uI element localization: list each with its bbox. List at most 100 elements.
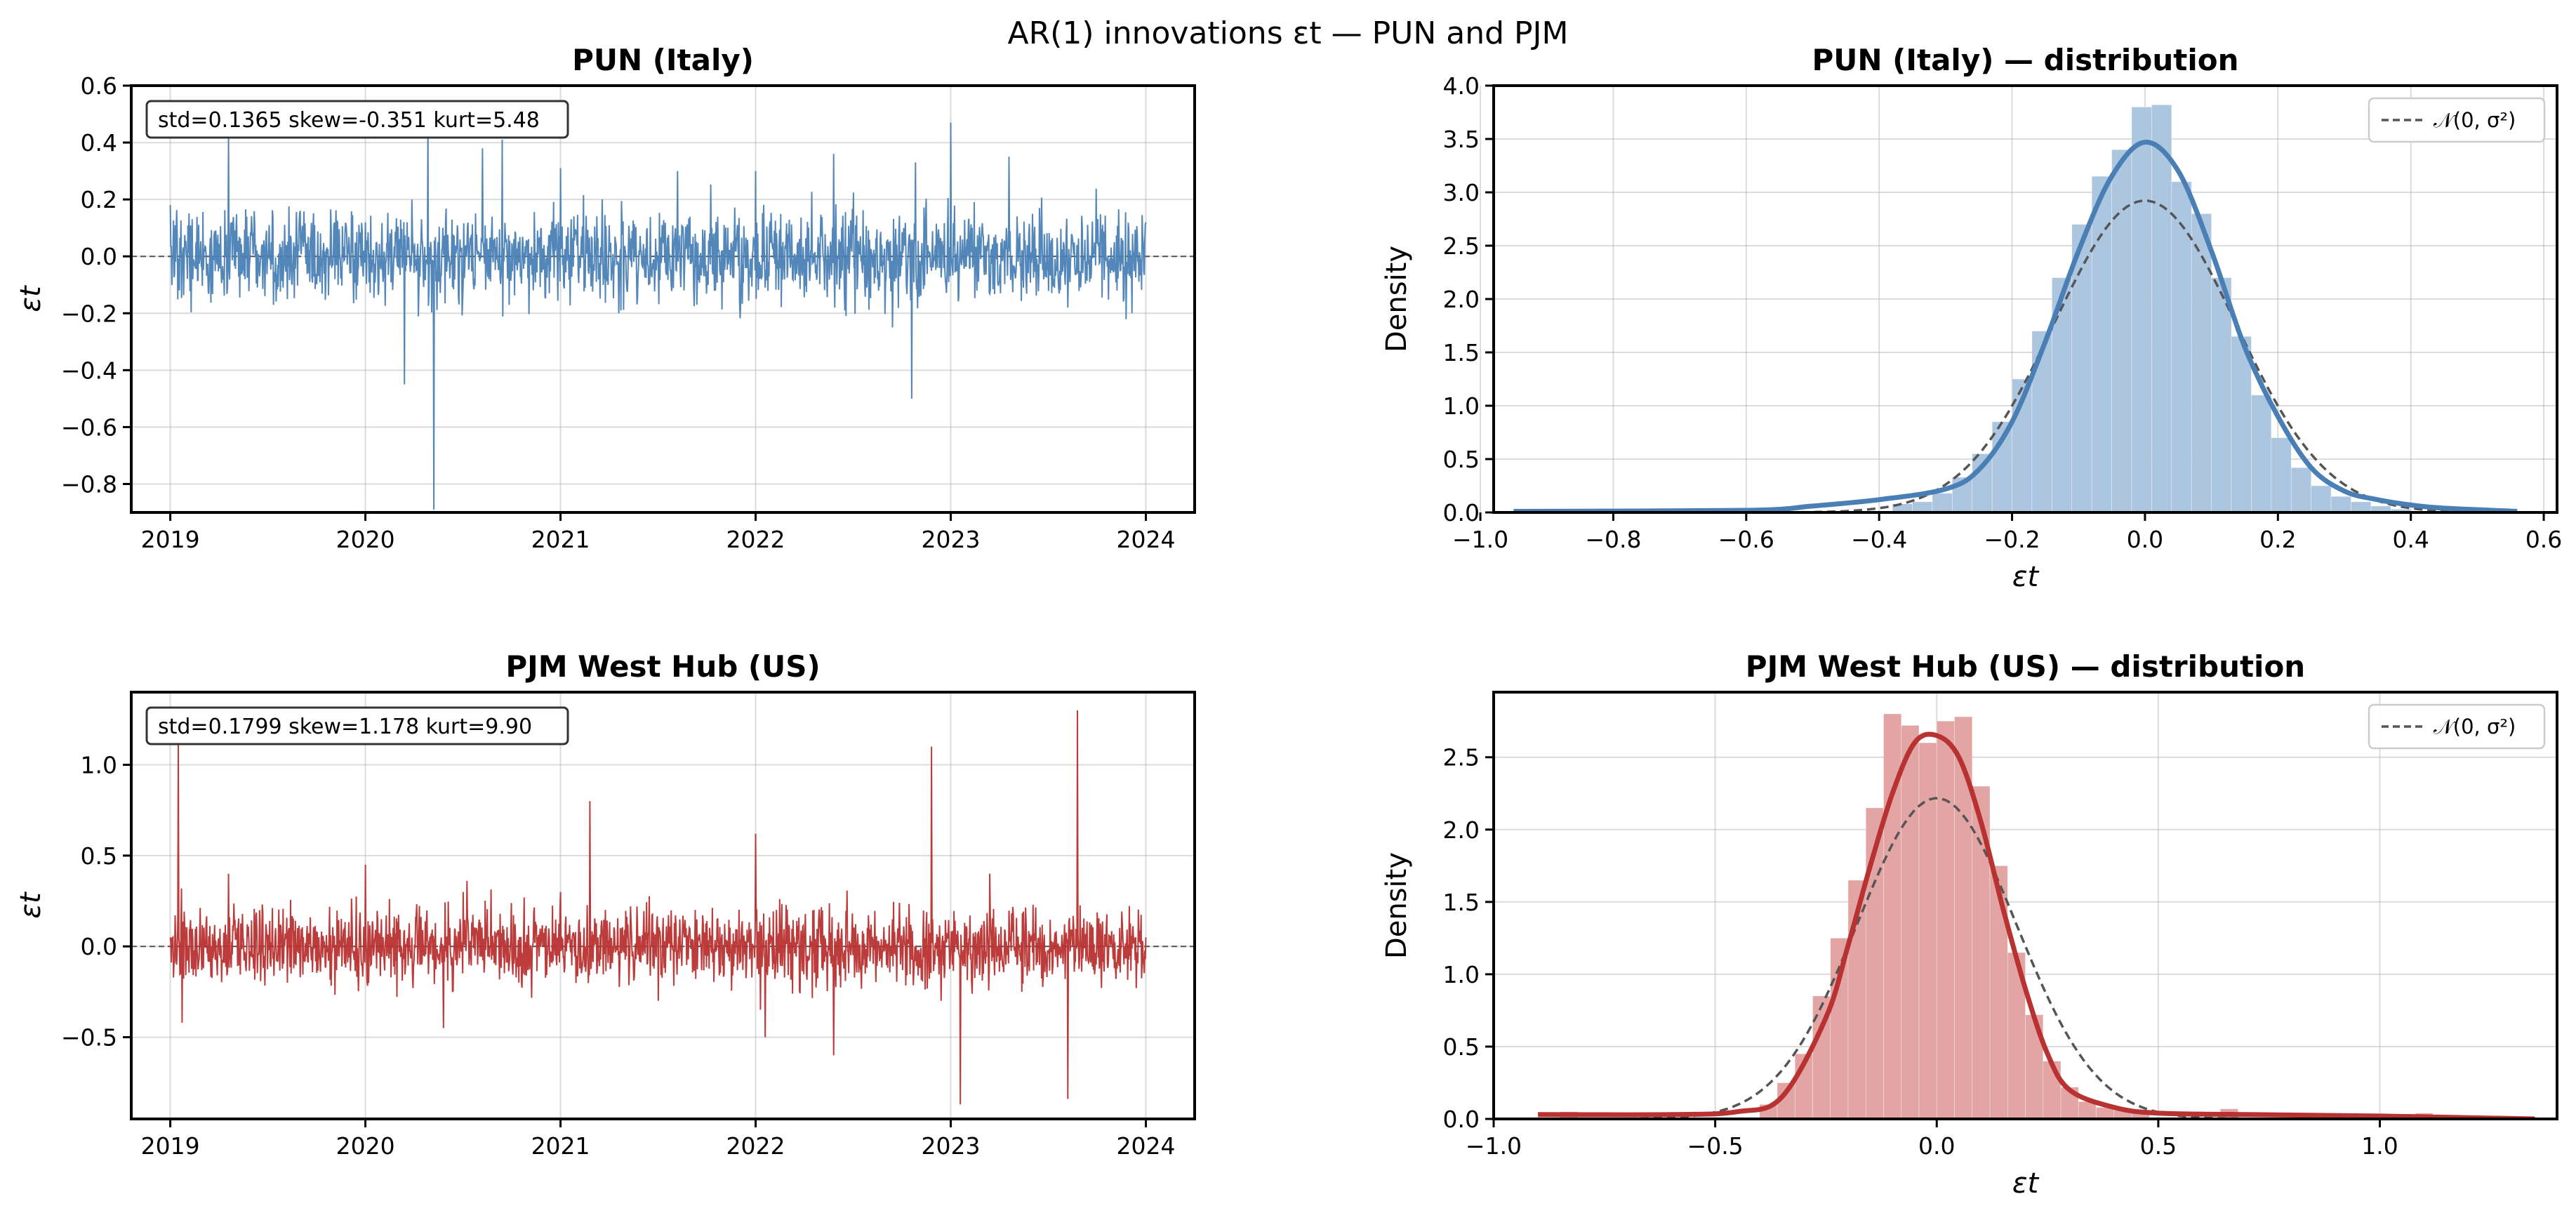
y-tick-label: 0.0 xyxy=(1443,499,1480,526)
y-axis-label: εt xyxy=(15,285,47,312)
y-tick-label: 0.6 xyxy=(81,72,117,100)
x-tick-label: 2019 xyxy=(141,1132,200,1160)
x-tick-label: −0.8 xyxy=(1585,526,1641,553)
pjm-distribution-panel: 𝒩(0, σ²) −1.0 −0.5 0.0 0.5 1.0 0.0 0.5 1.0 1.5 2.0… xyxy=(1381,649,2558,1200)
y-axis-label: Density xyxy=(1381,852,1413,959)
histogram-bar xyxy=(2271,437,2292,512)
y-tick-label: 0.0 xyxy=(1443,1106,1480,1133)
y-tick-label: 4.0 xyxy=(1443,72,1480,100)
x-tick-label: 2021 xyxy=(531,1132,590,1160)
y-tick-label: 0.5 xyxy=(1443,1033,1480,1061)
x-tick-label: 1.0 xyxy=(2361,1132,2398,1160)
y-tick-label: 1.0 xyxy=(81,751,117,778)
plot-area xyxy=(131,122,1195,510)
stats-box: std=0.1365 skew=-0.351 kurt=5.48 xyxy=(145,100,569,139)
stats-text: std=0.1365 skew=-0.351 kurt=5.48 xyxy=(158,108,540,133)
kde-curve xyxy=(1538,731,2535,1119)
tick-labels: −1.0 −0.8 −0.6 −0.4 −0.2 0.0 0.2 0.4 0.6 0.0 0.5 1.… xyxy=(1443,72,2563,553)
tick-labels: 2019 2020 2021 2022 2023 2024 −0.5 0.0 0.5 1.0 xyxy=(61,751,1176,1160)
histogram-bar xyxy=(2231,336,2252,512)
x-tick-label: −1.0 xyxy=(1466,1132,1522,1160)
stats-box-frame xyxy=(145,100,569,139)
histogram xyxy=(1560,713,2434,1119)
y-tick-label: 1.0 xyxy=(1443,392,1480,420)
x-tick-label: 2024 xyxy=(1117,1132,1176,1160)
y-tick-label: −0.6 xyxy=(61,413,117,441)
histogram-bar xyxy=(1918,742,1937,1119)
pjm-timeseries-panel: std=0.1799 skew=1.178 kurt=9.90 2019 2020 2… xyxy=(15,649,1196,1160)
y-tick-label: 2.5 xyxy=(1443,232,1480,260)
histogram-bar xyxy=(2330,496,2351,512)
histogram-bar xyxy=(2131,107,2152,512)
stats-box-frame xyxy=(145,706,569,745)
y-tick-label: 2.0 xyxy=(1443,816,1480,844)
x-tick-label: −0.6 xyxy=(1718,526,1774,553)
stats-box: std=0.1799 skew=1.178 kurt=9.90 xyxy=(145,706,569,745)
tick-labels: −1.0 −0.5 0.0 0.5 1.0 0.0 0.5 1.0 1.5 2.0 2.5 xyxy=(1443,744,2398,1160)
y-tick-label: 0.5 xyxy=(1443,446,1480,473)
histogram-bar xyxy=(2191,213,2212,512)
histogram-bar xyxy=(2111,149,2132,512)
y-tick-label: 3.5 xyxy=(1443,126,1480,153)
histogram-bar xyxy=(2031,331,2052,512)
plot-area xyxy=(1494,713,2557,1119)
x-tick-label: 0.4 xyxy=(2392,526,2429,553)
legend-label: 𝒩(0, σ²) xyxy=(2434,108,2516,132)
axes-frame xyxy=(1492,691,2558,1120)
x-tick-label: 2020 xyxy=(336,526,395,553)
histogram-bar xyxy=(1830,938,1849,1119)
y-tick-label: 2.0 xyxy=(1443,286,1480,313)
histogram-bar xyxy=(2211,277,2232,512)
y-tick-label: −0.8 xyxy=(61,470,117,498)
x-tick-label: −0.2 xyxy=(1984,526,2040,553)
figure-suptitle: AR(1) innovations εt — PUN and PJM xyxy=(1008,15,1569,51)
plot-area xyxy=(1494,105,2557,512)
panel-title: PJM West Hub (US) — distribution xyxy=(1746,649,2305,684)
legend: 𝒩(0, σ²) xyxy=(2368,97,2546,143)
histogram-bar xyxy=(2351,501,2372,512)
x-axis-label: εt xyxy=(2012,561,2040,593)
innovation-series-line xyxy=(169,710,1147,1105)
y-tick-label: 0.4 xyxy=(81,129,117,157)
y-tick-label: 0.0 xyxy=(81,933,117,960)
histogram-bar xyxy=(2311,485,2332,512)
x-tick-label: 0.0 xyxy=(1918,1132,1955,1160)
stats-text: std=0.1799 skew=1.178 kurt=9.90 xyxy=(158,715,532,739)
y-tick-label: 0.0 xyxy=(81,243,117,270)
grid-lines xyxy=(131,85,1195,512)
legend-frame xyxy=(2368,97,2546,143)
axes-frame xyxy=(130,84,1196,514)
y-axis-label: Density xyxy=(1381,246,1413,352)
histogram-bar xyxy=(1912,501,1933,512)
legend-label: 𝒩(0, σ²) xyxy=(2434,715,2516,738)
histogram-bar xyxy=(1865,807,1884,1119)
tick-labels: 2019 2020 2021 2022 2023 2024 −0.8 −0.6 −0.4 −0.2… xyxy=(61,72,1176,553)
histogram xyxy=(1892,105,2411,512)
x-tick-label: 2024 xyxy=(1117,526,1176,553)
x-tick-label: 2023 xyxy=(922,1132,981,1160)
pun-distribution-panel: 𝒩(0, σ²) −1.0 −0.8 −0.6 −0.4 −0.2 0.0 0.2 0.4 0.6… xyxy=(1381,43,2562,593)
x-tick-label: 0.0 xyxy=(2127,526,2163,553)
pun-timeseries-panel: std=0.1365 skew=-0.351 kurt=5.48 2019 2020… xyxy=(15,43,1196,553)
histogram-bar xyxy=(2071,224,2092,512)
legend: 𝒩(0, σ²) xyxy=(2368,703,2546,750)
x-tick-label: −0.4 xyxy=(1851,526,1907,553)
innovation-series-line xyxy=(169,122,1147,510)
y-tick-label: −0.5 xyxy=(61,1024,117,1052)
histogram-bar xyxy=(1932,493,1953,512)
legend-frame xyxy=(2368,703,2546,750)
x-tick-label: 2020 xyxy=(336,1132,395,1160)
y-tick-label: 0.2 xyxy=(81,186,117,213)
panel-title: PJM West Hub (US) xyxy=(505,649,820,684)
x-tick-label: 2023 xyxy=(922,526,981,553)
y-tick-label: −0.4 xyxy=(61,357,117,384)
kde-curve xyxy=(1513,140,2518,512)
y-axis-label: εt xyxy=(15,891,47,919)
x-tick-label: 0.2 xyxy=(2259,526,2296,553)
y-tick-label: −0.2 xyxy=(61,300,117,327)
panel-title: PUN (Italy) — distribution xyxy=(1812,43,2239,77)
histogram-bar xyxy=(2390,509,2411,512)
x-axis-label: εt xyxy=(2012,1167,2040,1200)
x-tick-label: 0.5 xyxy=(2140,1132,2177,1160)
